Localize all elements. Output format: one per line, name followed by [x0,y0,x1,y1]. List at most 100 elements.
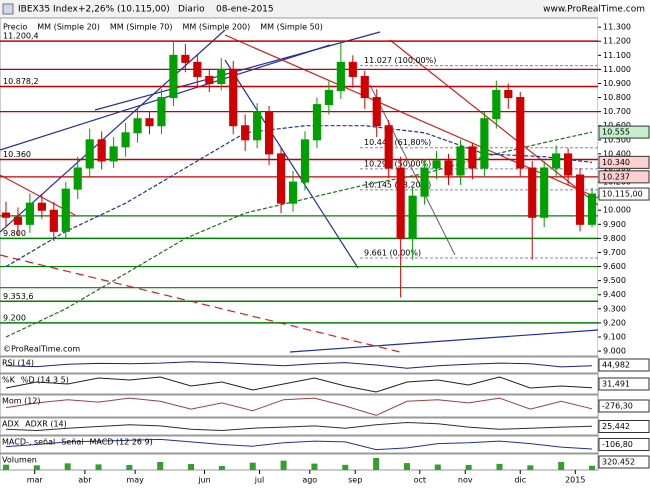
y-tick-label: 9.800 [603,234,626,243]
candle-body [540,167,549,218]
price-badge-label: 10.237 [602,172,630,181]
panel-title: Señal [61,438,83,447]
y-tick-label: 11.000 [603,65,631,74]
channel-line [94,31,381,111]
volume-bar [342,464,349,470]
y-tick-label: 9.200 [603,318,626,327]
volume-bar [373,458,380,470]
panel-title: ADXR (14) [25,420,67,429]
x-tick-label: abr [78,476,92,485]
price-badge-label: 10.115,00 [602,190,643,199]
fan-line [369,84,456,256]
panel-value-label: 31,491 [602,380,630,389]
volume-bar [2,464,9,470]
volume-bar [33,465,40,470]
x-tick-label: may [126,476,144,485]
candle-body [384,125,393,169]
moving-average [5,131,593,338]
panel-title: %K [2,376,16,385]
panel-value-box [598,377,650,391]
volume-bar [188,464,195,470]
y-tick-label: 10.800 [603,93,631,102]
candle-body [181,54,190,63]
candle-body [552,153,561,169]
candle-body [444,160,453,176]
indicator-line [5,376,593,393]
panel-title: MACD-, señal [2,438,55,447]
fib-label: 9.661 (0,00%) [364,248,421,257]
panel-value-box [598,455,650,469]
candle-body [1,212,11,218]
panel-value-label: 44,982 [602,361,630,370]
candle-body [492,90,501,120]
y-tick-label: 11.300 [603,23,631,32]
y-tick-label: 9.600 [603,262,626,271]
channel-line [224,59,359,269]
candle-body [61,188,70,232]
candle-body [37,202,46,211]
panel-value-label: -276,30 [602,402,633,411]
candle-body [372,97,381,127]
panel-frame [0,435,599,454]
y-tick-label: 10.400 [603,149,631,158]
panel-value-label: 320.452 [602,458,635,467]
candle-body [241,125,250,141]
price-badge-label: 10.340 [602,158,630,167]
panel-title: ADX [2,420,20,429]
candle-body [253,111,262,141]
y-tick-label: 9.700 [603,248,626,257]
price-badge [598,170,650,184]
x-tick-label: nov [458,476,473,485]
panel-frame [0,373,599,395]
candle-body [312,104,322,141]
indicator-line [5,361,593,369]
price-badge [598,125,650,139]
panel-frame [0,394,599,418]
panel-frame [0,453,599,471]
y-tick-label: 11.100 [603,51,631,60]
candle-body [109,146,118,162]
watermark: ©ProRealTime.com [3,345,80,354]
candle-body [396,167,405,239]
y-tick-label: 9.400 [603,290,626,299]
y-tick-label: 10.900 [603,79,631,88]
source-label: www.ProRealTime.com [543,5,645,15]
channel-line [0,29,226,233]
price-layer: Precio MM (Simple 20) MM (Simple 70) MM (Si… [0,23,598,338]
panel-title: RSI (14) [2,359,34,368]
candle-body [97,139,106,162]
fib-label: 11.027 (100,00%) [364,56,436,65]
candle-body [480,118,489,169]
dashed-trend [0,254,401,353]
candle-body [133,118,142,134]
y-tick-label: 9.000 [603,347,626,356]
header-icon [2,3,14,15]
candle-body [432,160,441,169]
y-tick-label: 9.300 [603,304,626,313]
volume-bar [527,465,534,470]
x-tick-label: oct [414,476,426,485]
level-label: 9.353,6 [3,292,34,301]
candle-body [276,153,286,204]
x-tick-label: sep [348,476,362,485]
y-tick-label: 10.000 [603,206,631,215]
y-tick-label: 10.500 [603,135,631,144]
volume-bar [218,466,225,470]
indicator-line [5,438,593,451]
candle-body [587,193,597,225]
panel-value-box [598,358,650,372]
level-label: 10.878,2 [3,77,39,86]
candle-body [169,54,178,99]
change-label: +2,26% (10.115,00) [78,5,170,15]
y-tick-label: 11.200 [603,37,631,46]
volume-bar [465,464,472,470]
volume-bar [496,463,503,470]
candle-body [13,216,23,225]
panel-value-box [598,399,650,413]
fib-label: 10.294 (50,00%) [364,159,431,168]
panel-title: Mom (12) [2,397,41,406]
candle-body [121,132,130,148]
indicator-line [5,421,593,432]
candle-body [300,139,310,183]
candle-body [516,97,525,169]
